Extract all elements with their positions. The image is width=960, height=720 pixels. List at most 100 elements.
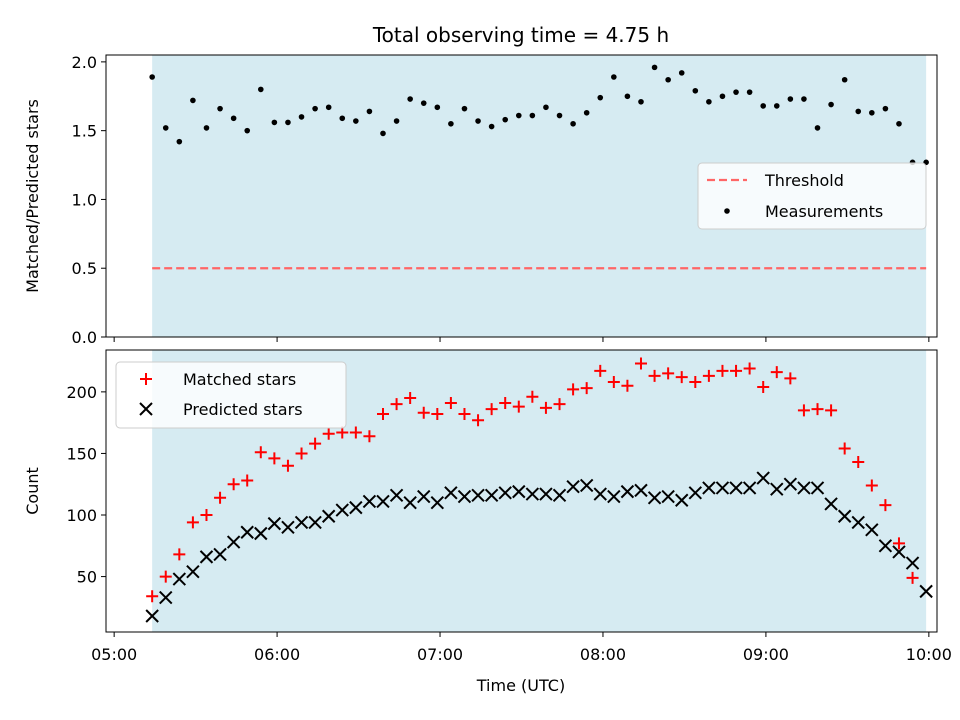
measurement-point xyxy=(611,74,617,80)
measurement-point xyxy=(733,89,739,95)
predicted-star-point xyxy=(837,509,852,523)
predicted-star-point xyxy=(675,493,689,507)
measurement-point xyxy=(583,109,590,116)
measurement-point xyxy=(230,115,237,122)
y-tick-label: 1.0 xyxy=(72,190,97,209)
measurement-point xyxy=(869,109,875,116)
predicted-star-point xyxy=(281,520,295,535)
matched-star-point xyxy=(431,408,444,421)
measurement-point xyxy=(448,120,454,127)
predicted-star-point xyxy=(525,487,540,501)
matched-star-point xyxy=(607,376,620,389)
measurement-point xyxy=(312,105,318,112)
predicted-star-point xyxy=(702,481,716,495)
matched-star-point xyxy=(349,426,362,439)
measurement-point xyxy=(773,103,780,109)
matched-star-point xyxy=(811,403,824,416)
count-panel-frame xyxy=(105,349,938,633)
measurement-point xyxy=(366,108,373,115)
count-x-ticks: 05:00 06:00 07:00 08:00 09:00 10:00 xyxy=(91,632,952,664)
matched-star-point xyxy=(594,364,607,377)
measurement-point xyxy=(176,138,183,145)
predicted-star-point xyxy=(539,487,553,501)
count-y-label: Count xyxy=(23,467,42,515)
matched-star-point xyxy=(458,408,471,421)
y-tick-label: 2.0 xyxy=(72,53,97,72)
predicted-star-point xyxy=(321,509,336,523)
predicted-star-point xyxy=(742,481,757,495)
y-tick-label: 100 xyxy=(66,506,97,525)
matched-star-point xyxy=(838,442,851,455)
predicted-star-point xyxy=(620,484,635,499)
predicted-star-point xyxy=(159,590,173,605)
measurement-point xyxy=(828,101,834,108)
matched-star-point xyxy=(159,570,172,583)
predicted-star-point xyxy=(417,489,431,504)
y-tick-label: 0.5 xyxy=(72,259,97,278)
measurement-point xyxy=(543,104,549,111)
measurement-point xyxy=(217,105,223,112)
matched-star-point xyxy=(702,369,715,382)
measurement-point xyxy=(420,100,427,106)
measurement-point xyxy=(162,125,169,131)
matched-star-point xyxy=(825,404,838,417)
predicted-star-point xyxy=(810,481,825,495)
predicted-star-point xyxy=(512,484,526,499)
measurement-point xyxy=(461,105,468,112)
predicted-star-point xyxy=(715,481,730,495)
measurement-point xyxy=(325,104,332,111)
measurements-legend-label: Measurements xyxy=(765,202,883,221)
x-tick-label: 09:00 xyxy=(743,645,789,664)
matched-star-point xyxy=(730,364,743,377)
measurement-point xyxy=(203,125,210,131)
measurement-point xyxy=(651,64,658,71)
count-panel: 50 100 150 200 05:00 06:00 07:00 08:00 09:00 10:… xyxy=(23,349,952,664)
predicted-star-point xyxy=(145,609,159,623)
measurement-points xyxy=(149,64,929,166)
matched-star-point xyxy=(186,516,199,529)
measurement-point xyxy=(896,120,902,127)
matched-star-point xyxy=(757,380,770,393)
matched-star-point xyxy=(363,430,376,443)
matched-star-point xyxy=(539,401,552,414)
matched-star-point xyxy=(567,383,580,396)
threshold-legend-label: Threshold xyxy=(764,171,844,190)
predicted-star-point xyxy=(484,488,499,503)
measurement-point xyxy=(665,76,671,83)
measurement-point xyxy=(298,114,305,120)
measurement-point xyxy=(149,74,155,80)
matched-star-point xyxy=(173,548,186,561)
measurement-point xyxy=(434,104,441,111)
x-tick-label: 06:00 xyxy=(254,645,300,664)
matched-star-point xyxy=(268,452,281,465)
matched-legend-swatch xyxy=(140,373,152,385)
predicted-star-point xyxy=(607,489,621,504)
measurement-point xyxy=(692,87,699,94)
predicted-star-point xyxy=(905,556,920,570)
predicted-star-point xyxy=(267,516,282,531)
measurement-point xyxy=(597,94,604,101)
y-tick-label: 50 xyxy=(77,568,97,587)
measurement-point xyxy=(746,89,753,95)
matched-star-point xyxy=(689,376,702,389)
predicted-star-point xyxy=(566,479,580,494)
measurement-point xyxy=(488,123,495,130)
predicted-star-point xyxy=(579,478,594,493)
matched-star-point xyxy=(770,366,783,379)
measurement-point xyxy=(353,118,359,124)
measurement-point xyxy=(515,112,522,119)
x-axis-label: Time (UTC) xyxy=(476,676,565,695)
measurement-point xyxy=(624,93,631,100)
predicted-star-point xyxy=(240,525,254,539)
matched-star-point xyxy=(743,362,756,375)
matched-star-point xyxy=(675,371,688,384)
predicted-star-point xyxy=(824,497,838,511)
count-points xyxy=(145,357,933,623)
predicted-star-point xyxy=(349,500,363,515)
y-tick-label: 150 xyxy=(66,444,97,463)
matched-star-point xyxy=(146,590,159,603)
measurement-point xyxy=(407,96,413,102)
x-tick-label: 10:00 xyxy=(906,645,952,664)
ratio-legend: Threshold Measurements xyxy=(697,162,927,230)
